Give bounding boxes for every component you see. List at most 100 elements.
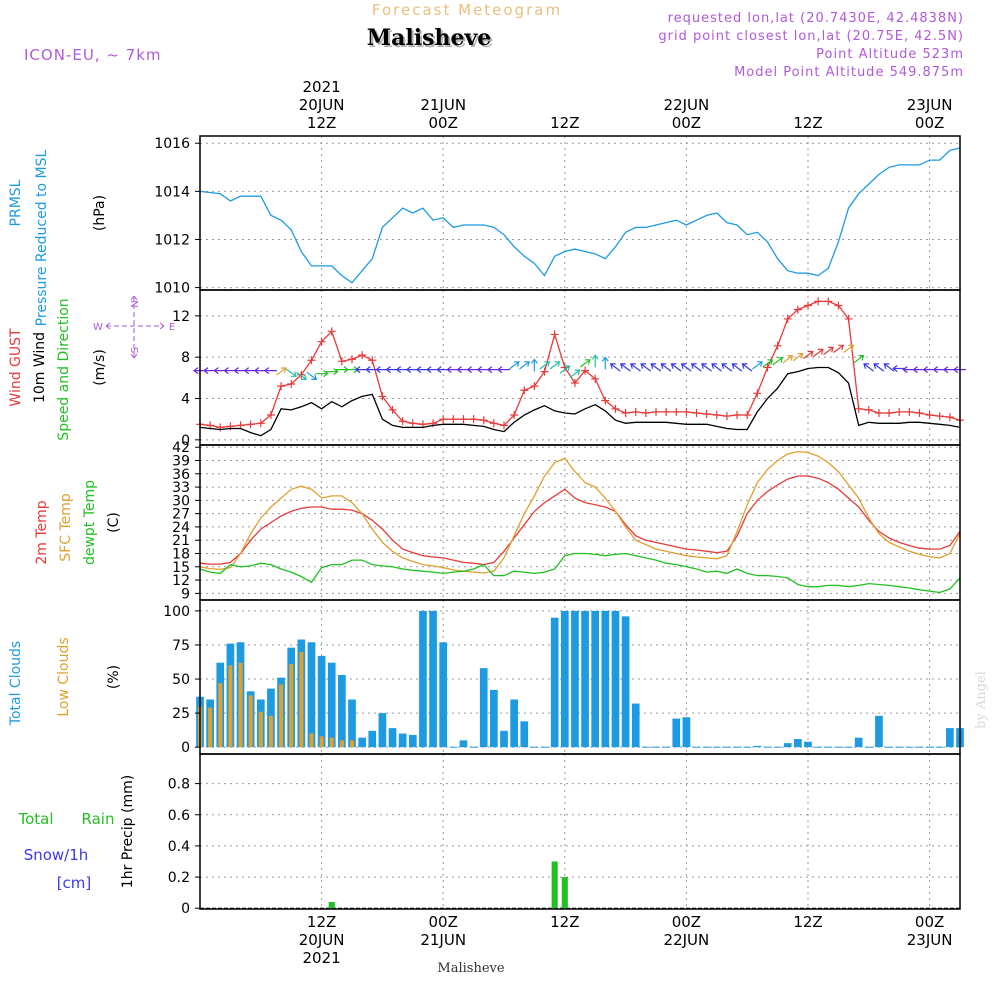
bar-total-clouds — [358, 737, 366, 748]
time-label-top: 20JUN — [299, 96, 345, 114]
y-tick-label: 30 — [172, 493, 190, 509]
bar-total-clouds — [398, 733, 407, 748]
gust-marker — [591, 374, 600, 383]
gust-marker — [307, 356, 316, 365]
y-tick-label: 50 — [172, 672, 190, 688]
gust-marker — [854, 404, 863, 413]
header-grid-point: grid point closest lon,lat (20.75E, 42.5… — [658, 29, 964, 44]
header-location-shadow: Malisheve — [369, 27, 493, 53]
gust-marker — [277, 382, 286, 391]
gust-marker — [804, 301, 812, 310]
bar-low-clouds — [268, 715, 273, 748]
wind-arrow — [660, 363, 672, 372]
time-label-bottom: 12Z — [550, 913, 579, 931]
ylabel-2m-temp: 2m Temp — [34, 500, 50, 564]
gust-marker — [885, 408, 894, 417]
bar-low-clouds — [238, 662, 243, 748]
wind-arrow — [508, 361, 520, 370]
wind-arrow — [892, 365, 906, 372]
bar-total-clouds — [946, 728, 954, 748]
header-model: ICON-EU, ~ 7km — [24, 46, 162, 64]
ylabel-wind-gust: Wind GUST — [8, 328, 24, 407]
wind-arrow — [306, 371, 318, 380]
gust-marker — [662, 407, 671, 416]
series-line-dewpt — [199, 552, 961, 594]
wind-arrow — [519, 361, 530, 370]
gust-marker — [702, 410, 711, 418]
y-tick-label: 1012 — [154, 232, 190, 248]
bar-total-clouds — [560, 610, 569, 748]
bar-total-clouds — [591, 610, 600, 748]
gust-marker — [672, 407, 681, 416]
label-rain: Rain — [82, 810, 115, 828]
credit-text: by Angel — [974, 671, 989, 729]
compass-s: S — [130, 347, 141, 353]
wind-arrow — [601, 356, 609, 370]
wind-arrow — [609, 363, 621, 372]
time-label-bottom: 2021 — [303, 949, 341, 967]
time-label-bottom: 20JUN — [299, 931, 345, 949]
header-point-altitude: Point Altitude 523m — [816, 47, 964, 62]
time-label-bottom: 23JUN — [907, 931, 953, 949]
bar-total-clouds — [368, 730, 377, 748]
y-tick-label: 4 — [181, 392, 190, 408]
ylabel-sfc-temp: SFC Temp — [58, 493, 74, 562]
time-label-bottom: 21JUN — [420, 931, 466, 949]
gust-marker — [459, 415, 468, 424]
bar-low-clouds — [309, 733, 314, 748]
wind-arrow — [315, 370, 329, 378]
bar-low-clouds — [228, 665, 233, 748]
wind-arrow — [873, 363, 885, 372]
gust-marker — [814, 297, 823, 306]
wind-arrow — [863, 363, 874, 372]
gust-marker — [408, 419, 417, 428]
wind-arrow — [731, 363, 743, 372]
bar-total-clouds — [794, 739, 802, 748]
ylabel-precip: 1hr Precip (mm) — [120, 775, 136, 888]
gust-marker — [388, 405, 397, 414]
wind-arrow — [497, 366, 510, 374]
gust-marker — [753, 389, 762, 398]
gust-marker — [864, 405, 873, 414]
wind-arrow — [591, 354, 599, 368]
wind-arrow — [539, 361, 551, 370]
gust-marker — [895, 407, 904, 416]
ylabel-prmsl: PRMSL — [8, 179, 24, 226]
bar-total-clouds — [348, 699, 356, 748]
y-tick-label: 100 — [163, 604, 190, 620]
gust-marker — [915, 408, 924, 417]
y-tick-label: 0 — [181, 740, 190, 756]
y-tick-label: 1014 — [154, 184, 190, 200]
bar-total-clouds — [338, 674, 346, 748]
header-model-altitude: Model Point Altitude 549.875m — [734, 65, 964, 80]
y-tick-label: 0.8 — [168, 777, 190, 793]
series-line-gust — [199, 300, 961, 429]
series-line-sfc — [199, 450, 961, 574]
bar-total-clouds — [419, 610, 427, 748]
gust-marker — [844, 314, 853, 323]
ylabel-total-clouds: Total Clouds — [8, 641, 24, 726]
bar-total-clouds — [510, 699, 518, 748]
header-requested: requested lon,lat (20.7430E, 42.4838N) — [668, 11, 964, 26]
time-label-top: 00Z — [915, 114, 944, 132]
y-tick-label: 18 — [172, 547, 190, 563]
bar-total-clouds — [490, 689, 498, 748]
gust-marker — [601, 396, 610, 405]
wind-arrow — [325, 368, 339, 376]
gust-marker — [317, 337, 326, 346]
wind-arrow — [286, 368, 297, 377]
gust-marker — [337, 357, 346, 366]
wind-arrow — [812, 348, 824, 358]
wind-arrow — [670, 363, 682, 372]
wind-arrow — [711, 363, 722, 372]
bar-total-clouds — [581, 610, 589, 748]
ylabel-hpa: (hPa) — [92, 195, 108, 231]
wind-arrow — [883, 363, 895, 372]
wind-arrow — [530, 358, 538, 372]
bar-total-clouds — [854, 737, 863, 748]
bar-low-clouds — [299, 651, 304, 748]
wind-arrow — [772, 357, 784, 366]
bar-total-clouds — [520, 721, 529, 748]
wind-arrow — [579, 359, 591, 368]
series-line-pressure — [199, 147, 961, 284]
